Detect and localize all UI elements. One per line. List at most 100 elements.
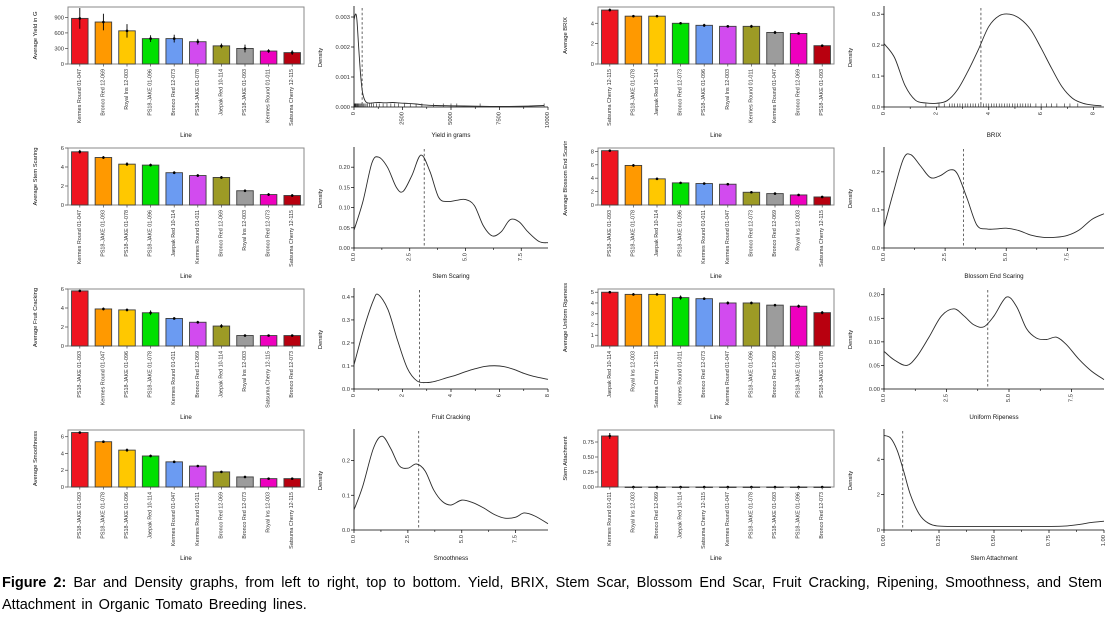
smoothness-density-plot: 0.0 0.1 0.2 0.0 2.5 5.0 7.5 Density Smoothness (312, 423, 558, 564)
svg-text:5.0: 5.0 (1003, 253, 1009, 261)
svg-text:Royal Ins 12-003: Royal Ins 12-003 (242, 351, 248, 392)
svg-text:PS18-JAKE 01-078: PS18-JAKE 01-078 (195, 69, 201, 116)
svg-text:Bronco Red 12-073: Bronco Red 12-073 (701, 351, 707, 398)
svg-text:7.5: 7.5 (513, 535, 519, 543)
stem-attachment-density-plot: 0 2 4 0.00 0.25 0.50 0.75 1.00 Density Stem Attac… (842, 423, 1114, 564)
svg-text:PS18-JAKE 01-078: PS18-JAKE 01-078 (148, 351, 154, 398)
svg-text:Kermes Round 01-047: Kermes Round 01-047 (77, 69, 83, 123)
svg-text:PS18-JAKE 01-093: PS18-JAKE 01-093 (607, 210, 613, 257)
bar-chart-svg: 0 300 600 900 Average Yield in G Kermes Round… (33, 6, 305, 139)
svg-text:4: 4 (591, 21, 595, 27)
smoothness-bar-chart: 0 2 4 6 Average Smoothness PS18-JAKE 01-093 PS… (28, 423, 312, 564)
svg-text:Kermes Round 01-011: Kermes Round 01-011 (195, 210, 201, 264)
svg-text:Bronco Red 12-073: Bronco Red 12-073 (819, 492, 825, 539)
svg-text:0.000: 0.000 (335, 105, 350, 111)
svg-text:0: 0 (877, 528, 880, 534)
svg-text:Kermes Round 01-047: Kermes Round 01-047 (725, 492, 731, 546)
svg-text:Average Smoothness: Average Smoothness (33, 431, 39, 486)
svg-text:5: 5 (591, 290, 594, 296)
svg-text:Kermes Round 01-011: Kermes Round 01-011 (195, 492, 201, 546)
svg-text:0.0: 0.0 (342, 528, 350, 534)
svg-text:2500: 2500 (400, 112, 406, 125)
svg-text:0.002: 0.002 (335, 45, 350, 51)
svg-text:Density: Density (318, 48, 324, 67)
svg-text:PS18-JAKE 01-078: PS18-JAKE 01-078 (630, 69, 636, 116)
svg-text:Smoothness: Smoothness (434, 555, 468, 562)
bar-chart-svg: 0 2 4 6 Average Smoothness PS18-JAKE 01-093 PS… (33, 429, 305, 562)
svg-text:0.75: 0.75 (1046, 535, 1052, 546)
svg-text:0.4: 0.4 (342, 295, 351, 301)
svg-text:Satsuma Cherry 12-115: Satsuma Cherry 12-115 (289, 492, 295, 549)
svg-text:Jaepak Red 10-114: Jaepak Red 10-114 (678, 492, 684, 539)
svg-text:5000: 5000 (448, 112, 454, 125)
blossom-end-scarring-density-plot: 0.0 0.1 0.2 0.0 2.5 5.0 7.5 Density Blossom End … (842, 141, 1114, 282)
svg-text:6: 6 (497, 394, 503, 397)
svg-text:Blossom End Scaring: Blossom End Scaring (964, 273, 1024, 280)
svg-text:Satsuma Cherry 12-115: Satsuma Cherry 12-115 (289, 69, 295, 126)
svg-text:PS18-JAKE 01-096: PS18-JAKE 01-096 (124, 492, 130, 539)
svg-text:0.20: 0.20 (339, 165, 350, 171)
svg-text:0.2: 0.2 (872, 170, 880, 176)
stem-scarring-bar-chart: 0 2 4 6 Average Stem Scaring Kermes Round 01-… (28, 141, 312, 282)
svg-text:Satsuma Cherry 12-115: Satsuma Cherry 12-115 (289, 210, 295, 267)
svg-text:Bronco Red 12-069: Bronco Red 12-069 (218, 492, 224, 539)
svg-text:0.2: 0.2 (342, 459, 350, 465)
svg-text:Jaepak Red 10-114: Jaepak Red 10-114 (218, 351, 224, 398)
svg-text:Kermes Round 01-047: Kermes Round 01-047 (772, 69, 778, 123)
figure-caption-label: Figure 2: (2, 575, 67, 591)
fruit-cracking-bar-chart: 0 2 4 6 Average Fruit Cracking PS18-JAKE 01-0… (28, 282, 312, 423)
svg-text:0.20: 0.20 (869, 293, 880, 299)
svg-text:Jaepak Red 10-114: Jaepak Red 10-114 (607, 351, 613, 398)
svg-text:Royal Ins 12-003: Royal Ins 12-003 (725, 69, 731, 110)
svg-text:2.5: 2.5 (944, 394, 950, 402)
svg-text:0.0: 0.0 (881, 253, 887, 261)
svg-text:Average Blossom End Scaring: Average Blossom End Scaring (563, 141, 569, 216)
svg-text:Royal Ins 12-003: Royal Ins 12-003 (630, 351, 636, 392)
svg-text:PS18-JAKE 01-078: PS18-JAKE 01-078 (100, 492, 106, 539)
svg-text:0.3: 0.3 (872, 12, 880, 18)
svg-text:Line: Line (710, 132, 722, 139)
svg-text:PS18-JAKE 01-096: PS18-JAKE 01-096 (796, 492, 802, 539)
svg-text:0.05: 0.05 (339, 226, 350, 232)
svg-text:Density: Density (848, 189, 854, 208)
brix-density-plot: 0.0 0.1 0.2 0.3 0 2 4 6 8 Density BRIX (842, 0, 1114, 141)
svg-text:Line: Line (180, 132, 192, 139)
svg-text:0.2: 0.2 (872, 43, 880, 49)
svg-text:0: 0 (61, 203, 64, 209)
svg-text:0.0: 0.0 (351, 535, 357, 543)
svg-text:0.003: 0.003 (335, 15, 350, 21)
chart-grid: 0 300 600 900 Average Yield in G Kermes Round… (28, 0, 1114, 564)
svg-text:Stem Attachment: Stem Attachment (563, 436, 569, 481)
density-plot-svg: 0.0 0.1 0.2 0.0 2.5 5.0 7.5 Density Blossom End … (848, 147, 1105, 280)
svg-text:Satsuma Cherry 12-115: Satsuma Cherry 12-115 (819, 210, 825, 267)
svg-text:Kermes Round 01-047: Kermes Round 01-047 (100, 351, 106, 405)
svg-text:2: 2 (61, 468, 64, 474)
svg-text:0.001: 0.001 (335, 75, 350, 81)
svg-text:PS18-JAKE 01-093: PS18-JAKE 01-093 (77, 351, 83, 398)
density-plot-svg: 0.00 0.05 0.10 0.15 0.20 0.0 2.5 5.0 7.5 Density U… (848, 288, 1105, 421)
bar-chart-svg: 0 2 4 6 8 Average Blossom End Scaring PS18-JAK… (563, 141, 835, 280)
svg-text:Kermes Round 01-011: Kermes Round 01-011 (171, 351, 177, 405)
svg-text:Kermes Round 01-047: Kermes Round 01-047 (77, 210, 83, 264)
svg-text:2: 2 (400, 394, 406, 397)
svg-text:Kermes Round 01-047: Kermes Round 01-047 (171, 492, 177, 546)
stem-scarring-density-plot: 0.00 0.05 0.10 0.15 0.20 0.0 2.5 5.0 7.5 Density S… (312, 141, 558, 282)
svg-text:Kermes Round 01-011: Kermes Round 01-011 (678, 351, 684, 405)
fruit-cracking-density-plot: 0.0 0.1 0.2 0.3 0.4 0 2 4 6 8 Density Fruit Crackin… (312, 282, 558, 423)
svg-text:Average Fruit Cracking: Average Fruit Cracking (33, 288, 39, 347)
svg-text:PS18-JAKE 01-096: PS18-JAKE 01-096 (148, 69, 154, 116)
bar-chart-svg: 0 2 4 6 Average Fruit Cracking PS18-JAKE 01-0… (33, 287, 305, 421)
svg-text:0.15: 0.15 (869, 316, 880, 322)
svg-text:Bronco Red 12-069: Bronco Red 12-069 (195, 351, 201, 398)
svg-text:5.0: 5.0 (459, 535, 465, 543)
svg-text:0.05: 0.05 (869, 363, 880, 369)
svg-text:PS18-JAKE 01-093: PS18-JAKE 01-093 (100, 210, 106, 257)
svg-text:Density: Density (318, 189, 324, 208)
svg-text:0.00: 0.00 (869, 387, 880, 393)
svg-text:Bronco Red 12-069: Bronco Red 12-069 (218, 210, 224, 257)
svg-text:Jaepak Red 10-114: Jaepak Red 10-114 (148, 492, 154, 539)
svg-text:Bronco Red 12-069: Bronco Red 12-069 (654, 492, 660, 539)
svg-text:Kermes Round 01-011: Kermes Round 01-011 (701, 210, 707, 264)
yield-density-plot: 0.000 0.001 0.002 0.003 0 2500 5000 7500 10000 De… (312, 0, 558, 141)
svg-text:8: 8 (1091, 112, 1097, 115)
